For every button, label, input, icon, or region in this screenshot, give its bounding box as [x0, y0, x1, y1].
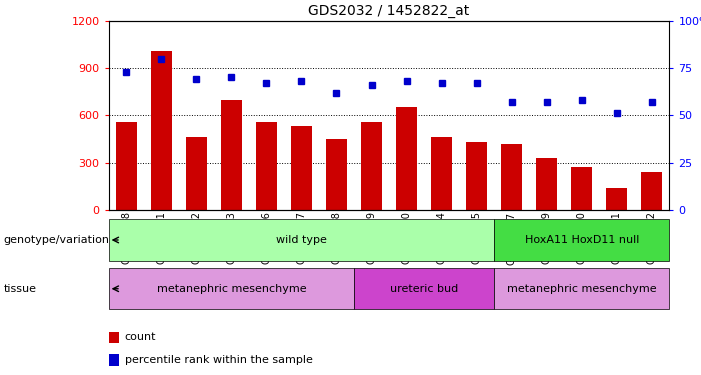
Bar [501, 144, 522, 210]
Bar [326, 139, 347, 210]
Bar [291, 126, 312, 210]
Bar [109, 219, 494, 261]
Text: wild type: wild type [276, 235, 327, 245]
Bar [221, 99, 242, 210]
Bar [256, 122, 277, 210]
Text: tissue: tissue [4, 284, 36, 294]
Text: HoxA11 HoxD11 null: HoxA11 HoxD11 null [524, 235, 639, 245]
Bar [641, 172, 662, 210]
Text: ureteric bud: ureteric bud [390, 284, 458, 294]
Bar [494, 219, 669, 261]
Title: GDS2032 / 1452822_at: GDS2032 / 1452822_at [308, 4, 470, 18]
Bar [186, 137, 207, 210]
Bar [396, 107, 417, 210]
Bar [109, 268, 354, 309]
Bar [361, 122, 382, 210]
Bar [116, 122, 137, 210]
Text: count: count [125, 333, 156, 342]
Bar [494, 268, 669, 309]
Bar [354, 268, 494, 309]
Bar [466, 142, 487, 210]
Bar [606, 188, 627, 210]
Bar [431, 137, 452, 210]
Text: metanephric mesenchyme: metanephric mesenchyme [156, 284, 306, 294]
Text: genotype/variation: genotype/variation [4, 235, 109, 245]
Bar [151, 51, 172, 210]
Bar [571, 167, 592, 210]
Text: metanephric mesenchyme: metanephric mesenchyme [507, 284, 657, 294]
Text: percentile rank within the sample: percentile rank within the sample [125, 355, 313, 365]
Bar [536, 158, 557, 210]
